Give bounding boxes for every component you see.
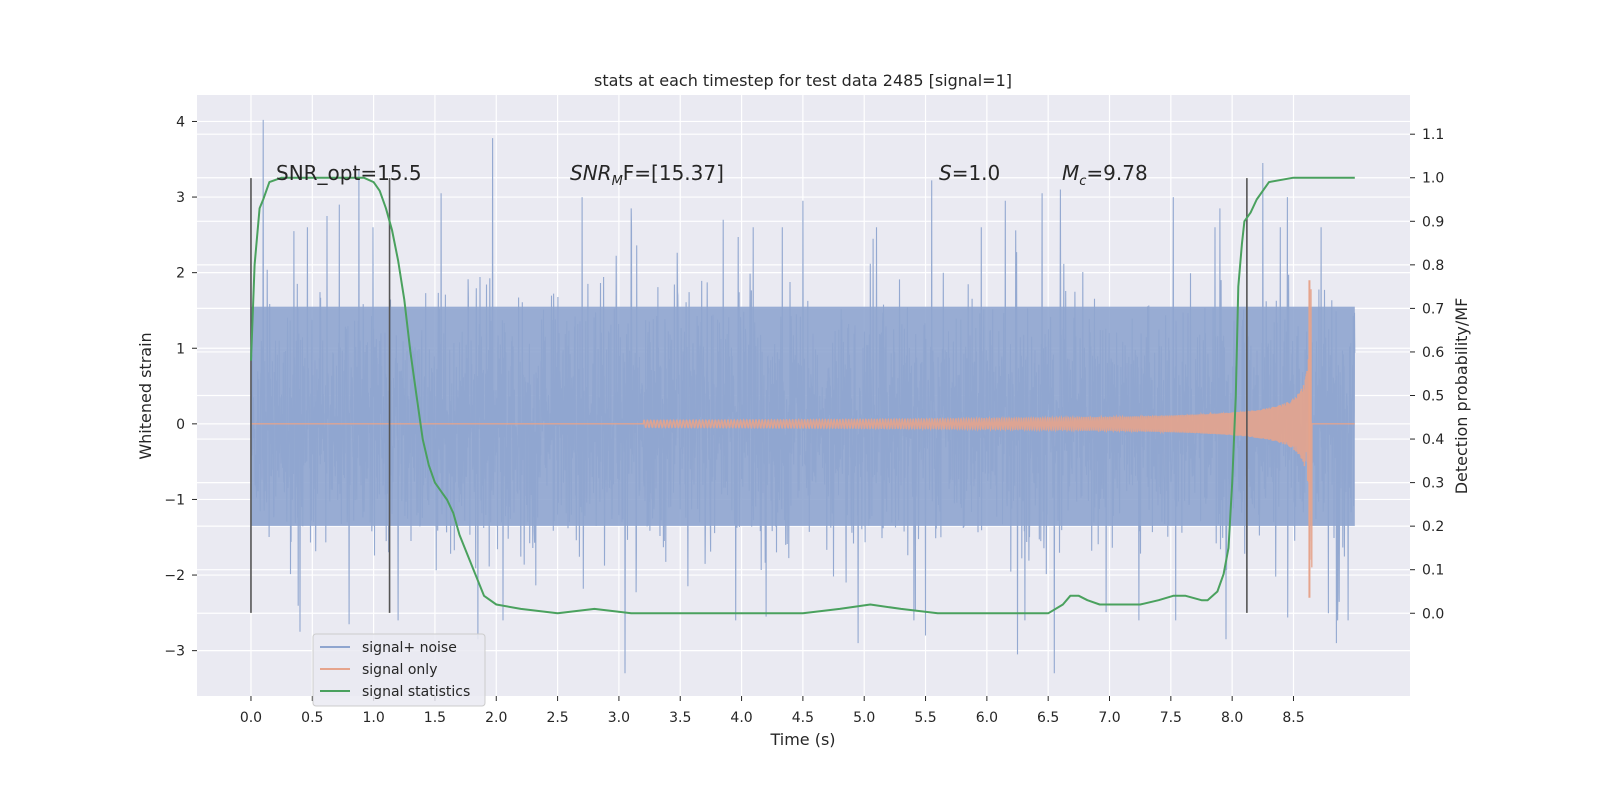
annotation-mc-symbol: M — [1062, 161, 1079, 185]
signal-statistics-line — [250, 176, 1355, 615]
x-axis-ticks: 0.0 0.5 1.0 1.5 2.0 2.5 3.0 3.5 4.0 4.5 5.0 5.5 6.0 6… — [240, 696, 1305, 726]
x-tick-label: 8.0 — [1221, 710, 1243, 726]
x-tick-label: 3.5 — [669, 710, 691, 726]
y2-tick-label: 1.1 — [1422, 127, 1444, 143]
y-tick-label: −2 — [164, 568, 185, 584]
y-axis-ticks: −3 −2 −1 0 1 2 3 4 — [164, 114, 197, 660]
y2-tick-label: 0.3 — [1422, 476, 1444, 492]
x-tick-label: 5.0 — [853, 710, 875, 726]
y2-tick-label: 0.0 — [1422, 606, 1444, 622]
signal-statistics-series — [250, 176, 1355, 615]
x-tick-label: 2.0 — [485, 710, 507, 726]
annotation-snr-opt: SNR_opt=15.5 — [276, 161, 422, 185]
annotation-snr-mf: SNRMF=[15.37] — [570, 161, 724, 189]
y2-tick-label: 0.2 — [1422, 519, 1444, 535]
legend-label-signal-statistics: signal statistics — [362, 684, 470, 700]
annotation-mc-subscript: c — [1079, 174, 1086, 189]
y2-tick-label: 0.8 — [1422, 258, 1444, 274]
y2-axis-ticks: 0.0 0.1 0.2 0.3 0.4 0.5 0.6 0.7 0.8 0.9 1.0 1.1 — [1410, 127, 1444, 622]
x-tick-label: 7.0 — [1098, 710, 1120, 726]
legend-label-signal-only: signal only — [362, 662, 437, 678]
x-tick-label: 1.0 — [362, 710, 384, 726]
x-tick-label: 0.0 — [240, 710, 262, 726]
x-tick-label: 4.5 — [792, 710, 814, 726]
y-tick-label: 2 — [176, 266, 185, 282]
y2-tick-label: 0.1 — [1422, 563, 1444, 579]
y-tick-label: 4 — [176, 114, 185, 130]
signal-only-line — [251, 289, 1355, 568]
annotation-s: S=1.0 — [939, 161, 1000, 185]
y-axis-label: Whitened strain — [136, 332, 155, 459]
legend-box — [312, 633, 486, 707]
y-tick-label: 3 — [176, 190, 185, 206]
chart-title: stats at each timestep for test data 248… — [594, 71, 1012, 90]
x-tick-label: 0.5 — [301, 710, 323, 726]
y-tick-label: 0 — [176, 417, 185, 433]
x-tick-label: 8.5 — [1282, 710, 1304, 726]
y2-tick-label: 0.5 — [1422, 389, 1444, 405]
y-tick-label: −3 — [164, 644, 185, 660]
y-tick-label: 1 — [176, 341, 185, 357]
annotation-s-value: =1.0 — [952, 161, 1001, 185]
annotation-mc: Mc=9.78 — [1062, 161, 1148, 189]
signal-only-series — [251, 280, 1355, 598]
x-tick-label: 2.5 — [546, 710, 568, 726]
y2-axis-label: Detection probability/MF — [1452, 298, 1471, 495]
annotation-snr-mf-symbol: SNR — [570, 161, 612, 185]
x-tick-label: 7.5 — [1160, 710, 1182, 726]
y2-tick-label: 0.4 — [1422, 432, 1444, 448]
x-tick-label: 3.0 — [608, 710, 630, 726]
y-tick-label: −1 — [164, 492, 185, 508]
annotation-mc-value: =9.78 — [1086, 161, 1147, 185]
x-tick-label: 1.5 — [424, 710, 446, 726]
y2-tick-label: 0.6 — [1422, 345, 1444, 361]
y2-tick-label: 1.0 — [1422, 171, 1444, 187]
x-axis-label: Time (s) — [769, 730, 835, 749]
x-tick-label: 4.0 — [730, 710, 752, 726]
y2-tick-label: 0.7 — [1422, 301, 1444, 317]
x-tick-label: 6.5 — [1037, 710, 1059, 726]
legend: signal+ noise signal only signal statist… — [312, 633, 486, 707]
annotation-snr-mf-subscript: M — [612, 174, 623, 189]
annotations: SNR_opt=15.5 SNRMF=[15.37] S=1.0 Mc=9.78 — [276, 161, 1148, 189]
annotation-s-symbol: S — [939, 161, 952, 185]
x-tick-label: 5.5 — [914, 710, 936, 726]
vertical-markers — [250, 178, 1248, 613]
annotation-snr-mf-value: F=[15.37] — [623, 161, 724, 185]
x-tick-label: 6.0 — [976, 710, 998, 726]
y2-tick-label: 0.9 — [1422, 214, 1444, 230]
legend-label-signal-noise: signal+ noise — [362, 640, 457, 656]
